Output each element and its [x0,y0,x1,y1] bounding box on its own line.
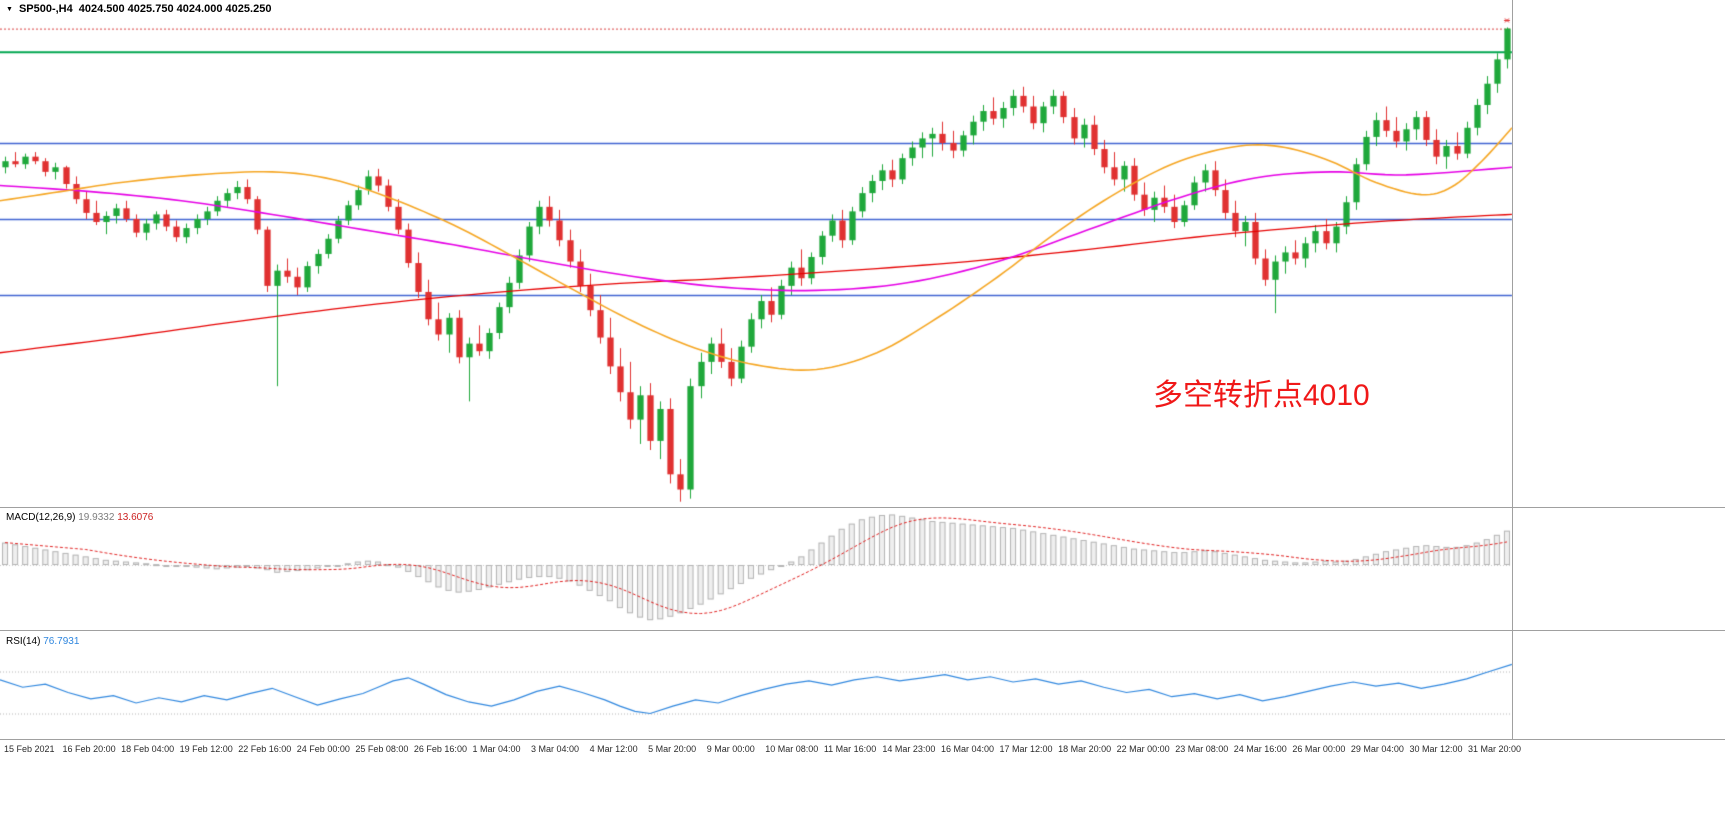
time-axis-label: 24 Feb 00:00 [296,744,350,754]
time-axis-label: 9 Mar 00:00 [706,744,755,754]
time-axis-label: 14 Mar 23:00 [882,744,936,754]
time-axis-label: 31 Mar 20:00 [1468,744,1522,754]
macd-indicator-label: MACD(12,26,9) 19.9332 13.6076 [6,512,153,523]
time-axis-label: 23 Mar 08:00 [1175,744,1229,754]
time-axis-label: 17 Mar 12:00 [999,744,1053,754]
time-axis-label: 5 Mar 20:00 [648,744,697,754]
time-axis-label: 3 Mar 04:00 [531,744,580,754]
panel-splitter-main-macd[interactable] [0,507,1725,508]
macd-main-value: 19.9332 [78,512,115,523]
time-axis-label: 24 Mar 16:00 [1233,744,1287,754]
panel-splitter-macd-rsi[interactable] [0,630,1725,631]
rsi-indicator-label: RSI(14) 76.7931 [6,636,79,647]
time-axis-label: 4 Mar 12:00 [589,744,638,754]
macd-name: MACD(12,26,9) [6,512,76,523]
time-axis-label: 18 Mar 20:00 [1058,744,1112,754]
chart-annotation-text[interactable]: 多空转折点4010 [1153,379,1370,412]
time-axis-label: 25 Feb 08:00 [355,744,409,754]
time-axis-label: 16 Feb 20:00 [62,744,116,754]
ohlc-quote-label: 4024.500 4025.750 4024.000 4025.250 [78,3,272,15]
time-axis-label: 1 Mar 04:00 [472,744,521,754]
rsi-name: RSI(14) [6,636,41,647]
time-axis-label: 10 Mar 08:00 [765,744,819,754]
time-axis-label: 29 Mar 04:00 [1350,744,1404,754]
time-axis-label: 26 Feb 16:00 [413,744,467,754]
macd-signal-value: 13.6076 [117,512,154,523]
price-axis[interactable]: 4006.2803986.9753967.6703928.4753909.170… [1512,0,1725,740]
time-axis-label: 26 Mar 00:00 [1292,744,1346,754]
rsi-value: 76.7931 [43,636,80,647]
time-axis-label: 15 Feb 2021 [4,744,55,754]
price-axis-separator [1512,0,1513,740]
time-axis-label: 16 Mar 04:00 [940,744,994,754]
macd-panel-canvas[interactable] [0,508,1725,630]
time-axis-label: 11 Mar 16:00 [823,744,877,754]
time-axis-label: 22 Feb 16:00 [238,744,292,754]
price-chart-canvas[interactable] [0,0,1725,507]
chart-header: ▼ SP500-,H4 4024.500 4025.750 4024.000 4… [6,3,271,15]
time-axis-label: 30 Mar 12:00 [1409,744,1463,754]
time-axis-label: 18 Feb 04:00 [121,744,175,754]
time-axis-label: 22 Mar 00:00 [1116,744,1170,754]
time-axis[interactable]: 15 Feb 2021 16 Feb 20:00 18 Feb 04:00 19 Fe… [0,740,1725,763]
symbol-timeframe-label: SP500-,H4 [18,3,73,15]
time-axis-separator [0,739,1725,740]
collapse-chart-icon[interactable]: ▼ [6,5,13,13]
rsi-panel-canvas[interactable] [0,631,1725,739]
time-axis-label: 19 Feb 12:00 [179,744,233,754]
